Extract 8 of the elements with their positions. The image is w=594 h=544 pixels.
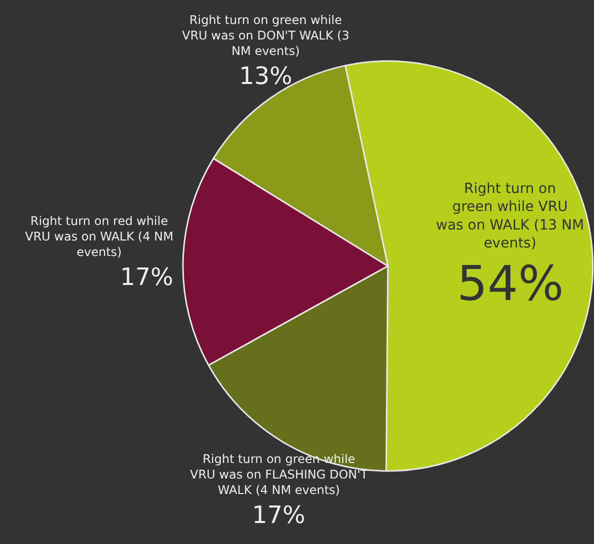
data-label: 17% [120, 263, 174, 291]
data-label: 13% [239, 62, 292, 90]
slice-label: Right turn on green while VRU was on FLASHING DON'T WALK (4 NM events) [190, 452, 368, 498]
slice-label: Right turn on green while VRU was on WALK (13 NM events) [436, 181, 584, 252]
slice-label: Right turn on red while VRU was on WALK (4 NM events) [25, 214, 174, 260]
data-label: 54% [457, 256, 564, 312]
slice-label: Right turn on green while VRU was on DON'T WALK (3 NM events) [182, 13, 350, 58]
data-label: 17% [252, 501, 306, 529]
